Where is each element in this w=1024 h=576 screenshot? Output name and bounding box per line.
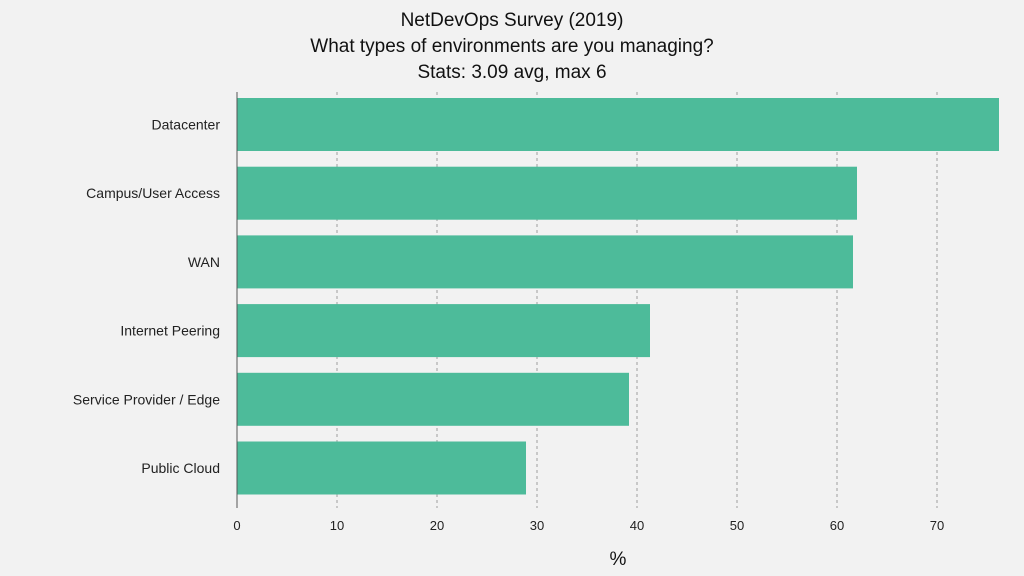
chart-subtitle: What types of environments are you manag… <box>310 36 714 57</box>
chart-title-block: NetDevOps Survey (2019) What types of en… <box>0 8 1024 86</box>
chart-stats: Stats: 3.09 avg, max 6 <box>417 62 607 83</box>
category-label: Public Cloud <box>141 460 220 476</box>
category-label: Campus/User Access <box>86 185 220 201</box>
bar <box>237 166 857 220</box>
x-tick-label: 10 <box>330 518 344 533</box>
bars <box>237 98 999 495</box>
bar <box>237 441 526 495</box>
bar <box>237 372 629 426</box>
x-tick-label: 20 <box>430 518 444 533</box>
category-label: Datacenter <box>152 117 221 133</box>
x-tick-labels: 0 10 20 30 40 50 60 70 <box>233 518 944 533</box>
x-tick-label: 40 <box>630 518 644 533</box>
category-label: Service Provider / Edge <box>73 391 220 407</box>
x-tick-label: 70 <box>930 518 944 533</box>
x-tick-label: 50 <box>730 518 744 533</box>
x-tick-label: 0 <box>233 518 240 533</box>
grid-lines <box>236 92 938 508</box>
bar <box>237 304 650 358</box>
x-axis-title: % <box>610 549 627 570</box>
category-label: WAN <box>188 254 220 270</box>
category-label: Internet Peering <box>120 323 220 339</box>
bar <box>237 235 853 289</box>
x-tick-label: 30 <box>530 518 544 533</box>
category-labels: Datacenter Campus/User Access WAN Internet … <box>73 117 220 477</box>
x-tick-label: 60 <box>830 518 844 533</box>
bar <box>237 98 999 151</box>
chart-title: NetDevOps Survey (2019) <box>400 10 624 31</box>
